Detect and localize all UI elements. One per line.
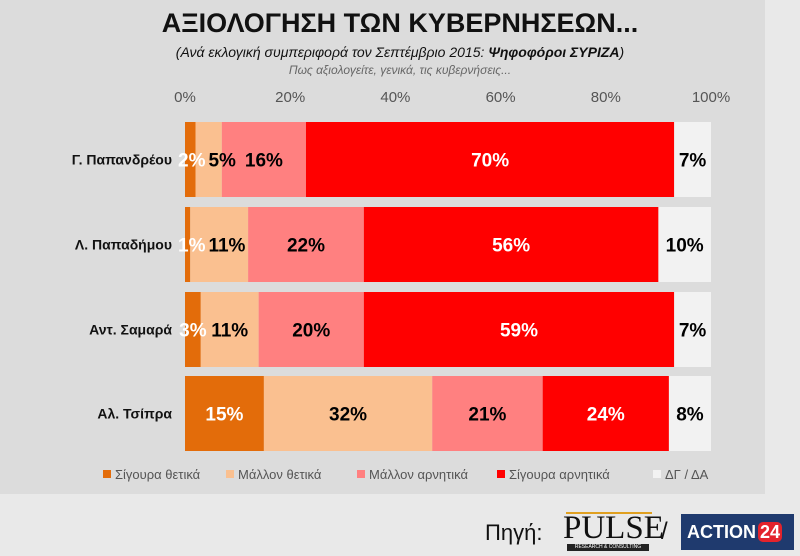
data-label: 32% — [329, 405, 367, 426]
bar-segment — [200, 292, 259, 367]
data-label: 56% — [492, 236, 530, 257]
data-label: 7% — [679, 321, 707, 342]
data-label: 2% — [178, 151, 206, 172]
data-label: 22% — [287, 236, 325, 257]
legend-swatch — [357, 470, 365, 478]
chart-subtitle: (Ανά εκλογική συμπεριφορά τον Σεπτέμβριο… — [0, 44, 800, 60]
legend-swatch — [497, 470, 505, 478]
legend-swatch — [226, 470, 234, 478]
x-tick-label: 20% — [275, 89, 305, 106]
bar-segment — [674, 292, 711, 367]
category-label: Γ. Παπανδρέου — [72, 152, 172, 168]
data-label: 1% — [178, 236, 206, 257]
bar-segment — [432, 376, 543, 451]
subtitle-suffix: ) — [619, 44, 625, 60]
bar-segment — [185, 122, 196, 197]
bar-segment — [185, 207, 191, 282]
pulse-logo: PULSE RESEARCH & CONSULTING — [563, 498, 664, 552]
data-label: 70% — [471, 151, 509, 172]
data-label: 21% — [468, 405, 506, 426]
pulse-logo-sub: RESEARCH & CONSULTING — [567, 544, 649, 551]
legend-label: Σίγουρα αρνητικά — [509, 467, 610, 482]
action24-logo: ACTION 24 — [681, 514, 794, 550]
data-label: 7% — [679, 151, 707, 172]
category-label: Αλ. Τσίπρα — [97, 406, 172, 422]
bar-segment — [363, 207, 659, 282]
action24-logo-number: 24 — [758, 522, 783, 542]
bar-segment — [674, 122, 711, 197]
data-label: 11% — [208, 236, 245, 257]
bar-segment — [190, 207, 249, 282]
data-label: 24% — [587, 405, 625, 426]
bar-segment — [195, 122, 222, 197]
data-label: 10% — [666, 236, 704, 257]
legend-label: ΔΓ / ΔΑ — [665, 467, 709, 482]
data-label: 15% — [205, 405, 243, 426]
category-label: Αντ. Σαμαρά — [89, 322, 172, 338]
bar-segment — [185, 292, 201, 367]
legend-label: Σίγουρα θετικά — [115, 467, 201, 482]
data-label: 59% — [500, 321, 538, 342]
bar-segment — [263, 376, 433, 451]
x-tick-label: 0% — [174, 89, 196, 106]
data-label: 3% — [179, 321, 207, 342]
source-separator: / — [661, 518, 668, 545]
data-label: 16% — [245, 151, 283, 172]
chart-question: Πως αξιολογείτε, γενικά, τις κυβερνήσεις… — [288, 63, 512, 77]
x-tick-label: 100% — [692, 89, 730, 106]
bar-segment — [221, 122, 306, 197]
bar-segment — [668, 376, 711, 451]
subtitle-bold: Ψηφοφόροι ΣΥΡΙΖΑ — [488, 44, 620, 60]
bar-segment — [542, 376, 669, 451]
legend-label: Μάλλον θετικά — [238, 467, 322, 482]
bar-segment — [248, 207, 364, 282]
stacked-bar-chart: 0% 20% 40% 60% 80% 100% Γ. Παπανδρέου 2% 5% 16% 70… — [72, 89, 730, 482]
source-label: Πηγή: — [485, 520, 543, 545]
action24-logo-text: ACTION — [687, 522, 756, 542]
chart-title: ΑΞΙΟΛΟΓΗΣΗ ΤΩΝ ΚΥΒΕΡΝΗΣΕΩΝ... — [161, 8, 639, 38]
bar-segment — [258, 292, 364, 367]
bar-segment — [185, 376, 264, 451]
bar-segment — [658, 207, 711, 282]
bar-segment — [363, 292, 675, 367]
data-label: 11% — [211, 321, 248, 342]
legend-label: Μάλλον αρνητικά — [369, 467, 468, 482]
x-tick-label: 40% — [380, 89, 410, 106]
data-label: 20% — [292, 321, 330, 342]
subtitle-prefix: (Ανά εκλογική συμπεριφορά τον Σεπτέμβριο… — [175, 44, 489, 60]
x-tick-label: 60% — [486, 89, 516, 106]
legend-swatch — [653, 470, 661, 478]
data-label: 5% — [208, 151, 236, 172]
data-label: 8% — [676, 405, 704, 426]
legend-swatch — [103, 470, 111, 478]
category-label: Λ. Παπαδήμου — [75, 237, 172, 253]
bar-segment — [305, 122, 675, 197]
pulse-logo-text: PULSE — [563, 510, 664, 546]
x-tick-label: 80% — [591, 89, 621, 106]
